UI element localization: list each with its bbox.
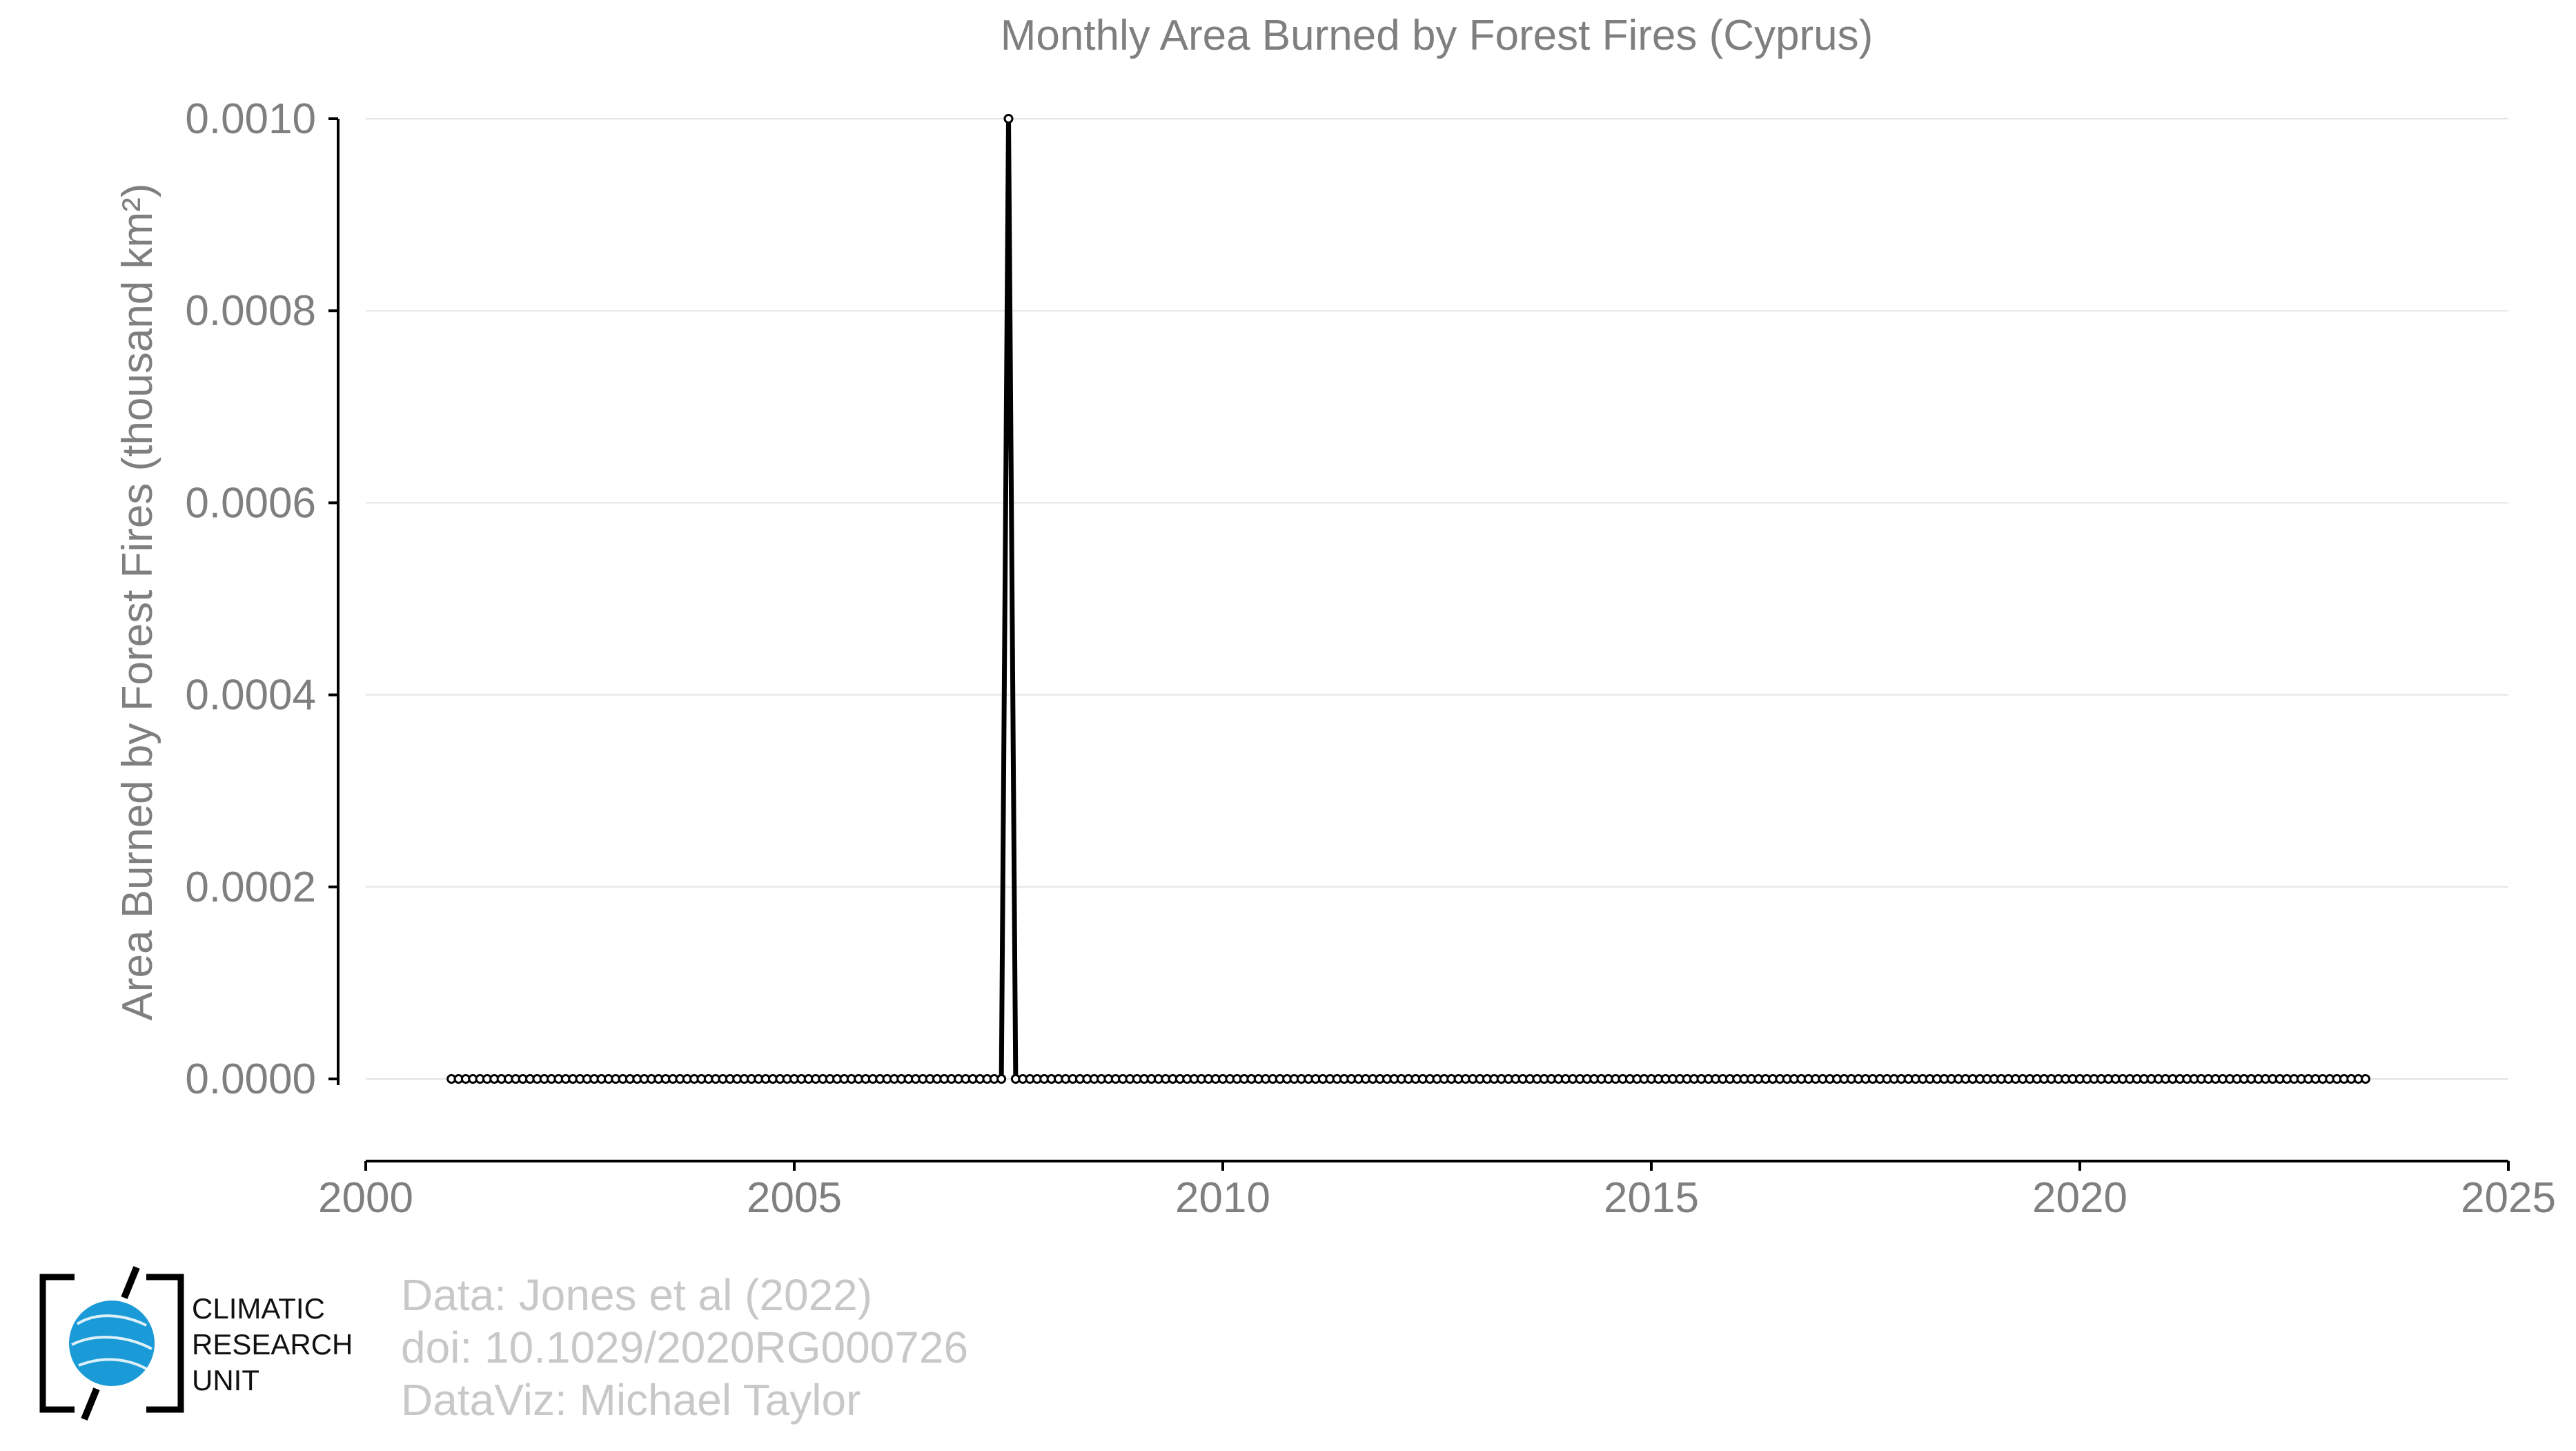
y-tick-label: 0.0008 [185, 287, 316, 335]
credits: Data: Jones et al (2022) doi: 10.1029/20… [401, 1269, 968, 1426]
logo-slash-top [121, 1266, 140, 1299]
credit-data-source: Data: Jones et al (2022) [401, 1270, 873, 1320]
credit-dataviz: DataViz: Michael Taylor [401, 1375, 861, 1425]
globe-icon [69, 1301, 155, 1386]
logo-bracket-left [39, 1274, 75, 1413]
x-tick-label: 2020 [2032, 1174, 2127, 1222]
logo-line-1: CLIMATIC [192, 1292, 325, 1325]
logo-line-2: RESEARCH [192, 1328, 353, 1361]
y-tick-label: 0.0004 [185, 672, 316, 719]
chart-title: Monthly Area Burned by Forest Fires (Cyp… [1001, 12, 1874, 59]
data-point [1003, 114, 1014, 124]
x-tick-label: 2015 [1604, 1174, 1699, 1222]
cru-logo [39, 1266, 184, 1421]
y-tick-label: 0.0010 [185, 95, 316, 143]
logo-text: CLIMATIC RESEARCH UNIT [192, 1291, 353, 1399]
y-axis-title: Area Burned by Forest Fires (thousand km… [114, 184, 161, 1021]
logo-bracket-right [146, 1274, 184, 1413]
logo-slash-bottom [81, 1387, 100, 1421]
ticks: 0.0000 0.0002 0.0004 0.0006 0.0008 0.0010 2000… [185, 95, 2556, 1222]
grid-lines [366, 118, 2508, 1080]
y-tick-label: 0.0000 [185, 1055, 316, 1103]
y-tick-label: 0.0002 [185, 864, 316, 911]
series [446, 114, 2370, 1084]
y-tick-label: 0.0006 [185, 479, 316, 527]
logo-line-3: UNIT [192, 1364, 259, 1396]
data-point [2361, 1074, 2370, 1084]
series-line [451, 116, 2366, 1082]
x-tick-label: 2000 [318, 1174, 413, 1222]
x-tick-label: 2005 [747, 1174, 842, 1222]
x-tick-label: 2025 [2461, 1174, 2556, 1222]
credit-doi: doi: 10.1029/2020RG000726 [401, 1323, 969, 1372]
data-point [996, 1074, 1007, 1084]
globe-swirl [71, 1314, 153, 1371]
x-tick-label: 2010 [1175, 1174, 1270, 1222]
